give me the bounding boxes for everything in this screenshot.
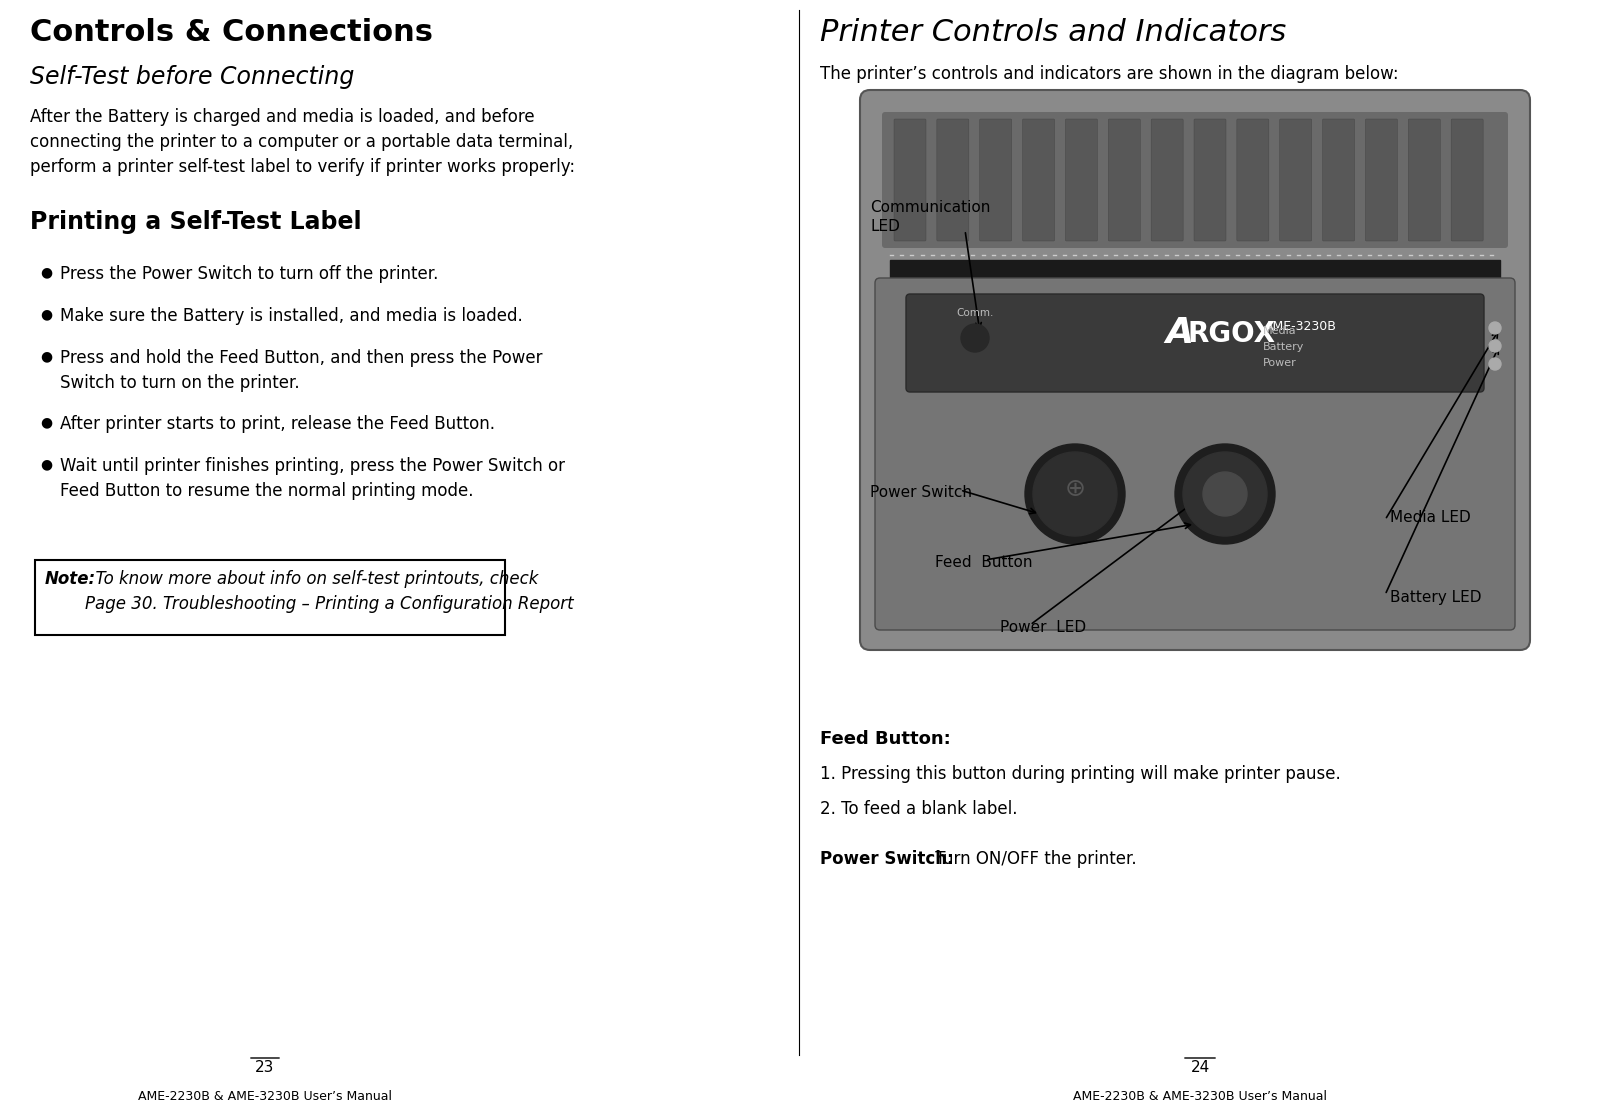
- Text: Feed  Button: Feed Button: [935, 555, 1033, 570]
- FancyBboxPatch shape: [35, 560, 505, 635]
- FancyBboxPatch shape: [891, 260, 1500, 278]
- Circle shape: [1202, 472, 1247, 517]
- Text: The printer’s controls and indicators are shown in the diagram below:: The printer’s controls and indicators ar…: [820, 65, 1399, 83]
- FancyBboxPatch shape: [1194, 119, 1226, 241]
- Text: After printer starts to print, release the Feed Button.: After printer starts to print, release t…: [61, 415, 496, 434]
- Text: AME-2230B & AME-3230B User’s Manual: AME-2230B & AME-3230B User’s Manual: [1073, 1091, 1327, 1103]
- Text: Make sure the Battery is installed, and media is loaded.: Make sure the Battery is installed, and …: [61, 307, 523, 325]
- Text: Power Switch:: Power Switch:: [820, 851, 953, 868]
- Text: Note:: Note:: [45, 570, 96, 588]
- Text: AME-3230B: AME-3230B: [1265, 320, 1337, 333]
- FancyBboxPatch shape: [1065, 119, 1097, 241]
- Text: 23: 23: [256, 1060, 275, 1075]
- FancyBboxPatch shape: [937, 119, 969, 241]
- Text: Comm.: Comm.: [956, 307, 993, 319]
- Circle shape: [1489, 358, 1501, 371]
- Text: Self-Test before Connecting: Self-Test before Connecting: [30, 65, 355, 88]
- Text: ●: ●: [40, 265, 53, 279]
- Text: Turn ON/OFF the printer.: Turn ON/OFF the printer.: [931, 851, 1137, 868]
- Text: Battery: Battery: [1263, 342, 1305, 352]
- FancyBboxPatch shape: [875, 278, 1514, 630]
- FancyBboxPatch shape: [980, 119, 1012, 241]
- FancyBboxPatch shape: [860, 90, 1530, 650]
- Text: 1. Pressing this button during printing will make printer pause.: 1. Pressing this button during printing …: [820, 765, 1340, 783]
- Text: ●: ●: [40, 457, 53, 471]
- Text: 24: 24: [1190, 1060, 1209, 1075]
- FancyBboxPatch shape: [1023, 119, 1055, 241]
- Text: Wait until printer finishes printing, press the Power Switch or
Feed Button to r: Wait until printer finishes printing, pr…: [61, 457, 564, 500]
- Text: Power: Power: [1263, 358, 1297, 368]
- Text: A: A: [1166, 316, 1193, 349]
- FancyBboxPatch shape: [1452, 119, 1484, 241]
- Text: AME-2230B & AME-3230B User’s Manual: AME-2230B & AME-3230B User’s Manual: [138, 1091, 392, 1103]
- Circle shape: [1183, 452, 1266, 536]
- Text: ●: ●: [40, 415, 53, 429]
- Text: Battery LED: Battery LED: [1390, 589, 1482, 605]
- Text: To know more about info on self-test printouts, check
Page 30. Troubleshooting –: To know more about info on self-test pri…: [85, 570, 574, 613]
- FancyBboxPatch shape: [1238, 119, 1270, 241]
- Text: Power Switch: Power Switch: [870, 486, 972, 500]
- Circle shape: [1033, 452, 1118, 536]
- Text: Feed Button:: Feed Button:: [820, 730, 951, 748]
- Circle shape: [1489, 322, 1501, 334]
- Circle shape: [1175, 444, 1274, 544]
- Text: RGOX: RGOX: [1186, 320, 1274, 348]
- FancyBboxPatch shape: [1366, 119, 1398, 241]
- Text: Controls & Connections: Controls & Connections: [30, 18, 433, 46]
- Text: ●: ●: [40, 307, 53, 321]
- FancyBboxPatch shape: [883, 112, 1508, 248]
- Text: ⊕: ⊕: [1065, 477, 1086, 501]
- Circle shape: [1489, 340, 1501, 352]
- Text: Media: Media: [1263, 326, 1297, 336]
- Text: Power  LED: Power LED: [999, 620, 1086, 635]
- Circle shape: [1025, 444, 1126, 544]
- Text: ●: ●: [40, 349, 53, 363]
- Text: Printing a Self-Test Label: Printing a Self-Test Label: [30, 210, 361, 234]
- FancyBboxPatch shape: [1279, 119, 1311, 241]
- FancyBboxPatch shape: [1108, 119, 1140, 241]
- FancyBboxPatch shape: [894, 119, 926, 241]
- Text: Media LED: Media LED: [1390, 510, 1471, 525]
- Text: Communication
LED: Communication LED: [870, 200, 990, 233]
- FancyBboxPatch shape: [1151, 119, 1183, 241]
- FancyBboxPatch shape: [1409, 119, 1441, 241]
- Text: Press the Power Switch to turn off the printer.: Press the Power Switch to turn off the p…: [61, 265, 438, 283]
- FancyBboxPatch shape: [1322, 119, 1354, 241]
- FancyBboxPatch shape: [907, 294, 1484, 392]
- Circle shape: [961, 324, 990, 352]
- Text: 2. To feed a blank label.: 2. To feed a blank label.: [820, 800, 1017, 818]
- Text: Printer Controls and Indicators: Printer Controls and Indicators: [820, 18, 1286, 46]
- Text: Press and hold the Feed Button, and then press the Power
Switch to turn on the p: Press and hold the Feed Button, and then…: [61, 349, 542, 392]
- Text: After the Battery is charged and media is loaded, and before
connecting the prin: After the Battery is charged and media i…: [30, 108, 576, 176]
